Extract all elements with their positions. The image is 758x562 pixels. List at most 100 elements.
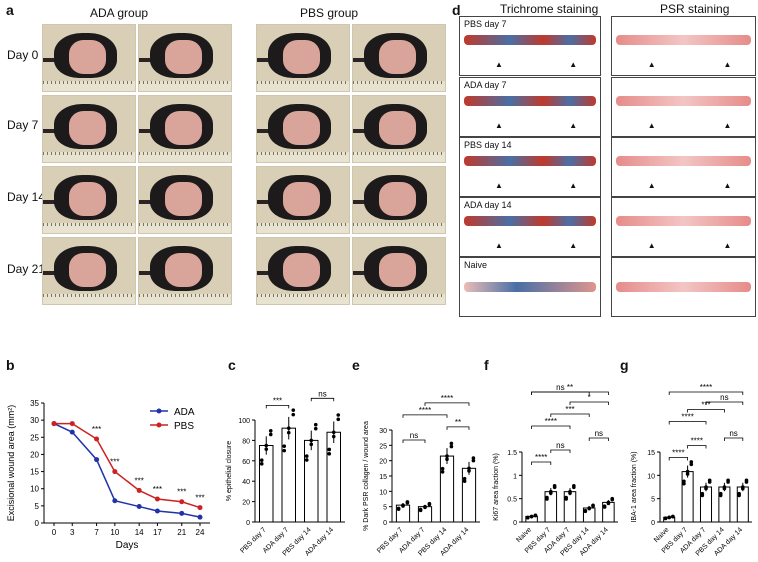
- histology-row-label: ADA day 14: [464, 200, 512, 210]
- y-axis-label: Excisional wound area (mm²): [6, 405, 16, 522]
- y-tick-label: 20: [242, 500, 250, 507]
- significance-label: ****: [700, 383, 712, 392]
- data-point: [112, 469, 118, 475]
- data-point: [136, 504, 142, 510]
- significance-label: ****: [681, 413, 693, 422]
- mouse-photo: [352, 166, 446, 234]
- tissue-section: [464, 282, 596, 292]
- y-tick-label: 1: [513, 473, 517, 480]
- significance-bracket: [550, 449, 571, 453]
- arrowhead-icon: ▲: [647, 181, 656, 190]
- significance-bracket: [531, 425, 571, 429]
- y-tick-label: 0: [246, 520, 250, 527]
- day-label: Day 0: [7, 48, 39, 62]
- psr-image: ▲ ▲: [611, 197, 756, 257]
- bar: [439, 455, 455, 523]
- significance-bracket: [531, 391, 609, 395]
- significance-label: *: [588, 393, 591, 402]
- significance-label: ***: [273, 396, 282, 405]
- data-dot: [405, 500, 410, 504]
- y-tick-label: 35: [30, 399, 39, 408]
- panel-label-f: f: [484, 357, 489, 373]
- significance-label: ns: [318, 389, 326, 398]
- data-point: [136, 487, 142, 493]
- significance-label: ns: [729, 429, 737, 438]
- panel-label-b: b: [6, 357, 15, 373]
- x-axis-label: Days: [116, 540, 139, 551]
- data-dot: [610, 496, 615, 501]
- x-tick-label: 10: [110, 528, 119, 537]
- data-point: [94, 436, 100, 442]
- trichrome-image: Naive: [459, 257, 601, 317]
- data-dot: [449, 444, 454, 449]
- data-dot: [396, 506, 401, 511]
- data-dot: [737, 491, 741, 496]
- y-tick-label: 0.5: [507, 497, 517, 504]
- y-axis-label: % epithelial closure: [226, 441, 233, 501]
- bar: [461, 467, 477, 523]
- significance-bracket: [668, 457, 688, 461]
- significance-label: ***: [153, 485, 162, 494]
- significance-bracket: [588, 437, 609, 441]
- panel-label-e: e: [352, 357, 360, 373]
- data-dot: [313, 422, 318, 427]
- data-dot: [268, 432, 273, 437]
- data-point: [154, 508, 160, 514]
- significance-label: **: [567, 383, 573, 392]
- data-dot: [449, 441, 454, 446]
- data-dot: [545, 495, 549, 500]
- panel-label-g: g: [620, 357, 629, 373]
- data-dot: [700, 491, 705, 496]
- data-point: [197, 505, 203, 511]
- y-tick-label: 5: [651, 497, 655, 504]
- x-tick-label: 7: [94, 528, 99, 537]
- mouse-photo: [138, 166, 232, 234]
- y-tick-label: 20: [30, 450, 39, 459]
- y-tick-label: 5: [35, 502, 40, 511]
- mouse-photo: [138, 24, 232, 92]
- data-point: [94, 457, 100, 463]
- y-tick-label: 0: [35, 519, 40, 528]
- tissue-section: [464, 96, 596, 106]
- x-tick-label: 17: [153, 528, 162, 537]
- significance-bracket: [569, 401, 609, 405]
- data-dot: [707, 478, 712, 483]
- series-line-pbs: [54, 422, 201, 509]
- significance-bracket: [531, 391, 590, 395]
- significance-label: ***: [134, 476, 143, 485]
- y-axis-label: IBA-1 area fraction (%): [631, 451, 638, 522]
- mouse-photo: [138, 237, 232, 305]
- y-tick-label: 5: [383, 505, 387, 512]
- significance-bracket: [705, 401, 744, 405]
- mouse-photo: [42, 166, 136, 234]
- data-dot: [682, 479, 686, 484]
- data-point: [69, 429, 75, 435]
- day-label: Day 7: [7, 118, 39, 132]
- y-tick-label: 25: [30, 433, 39, 442]
- y-tick-label: 100: [238, 418, 250, 425]
- significance-label: **: [455, 418, 461, 427]
- tissue-section: [464, 216, 596, 226]
- data-dot: [259, 458, 264, 462]
- psr-image: ▲ ▲: [611, 137, 756, 197]
- arrowhead-icon: ▲: [569, 241, 578, 250]
- y-tick-label: 15: [379, 474, 387, 481]
- legend-label: ADA: [174, 407, 195, 418]
- tissue-section: [616, 282, 751, 292]
- bar: [259, 445, 274, 523]
- data-dot: [336, 413, 341, 417]
- arrowhead-icon: ▲: [495, 121, 503, 130]
- mouse-photo: [138, 95, 232, 163]
- day-label: Day 21: [7, 262, 46, 276]
- significance-label: ***: [92, 425, 101, 434]
- data-dot: [525, 515, 530, 520]
- data-dot: [462, 476, 467, 481]
- data-dot: [718, 491, 723, 496]
- significance-bracket: [550, 413, 590, 417]
- significance-label: ns: [556, 441, 564, 450]
- trichrome-image: ▲ ▲ PBS day 14: [459, 137, 601, 197]
- trichrome-image: ▲ ▲ ADA day 7: [459, 77, 601, 137]
- y-tick-label: 40: [242, 479, 250, 486]
- tissue-section: [616, 156, 751, 166]
- data-dot: [533, 513, 538, 518]
